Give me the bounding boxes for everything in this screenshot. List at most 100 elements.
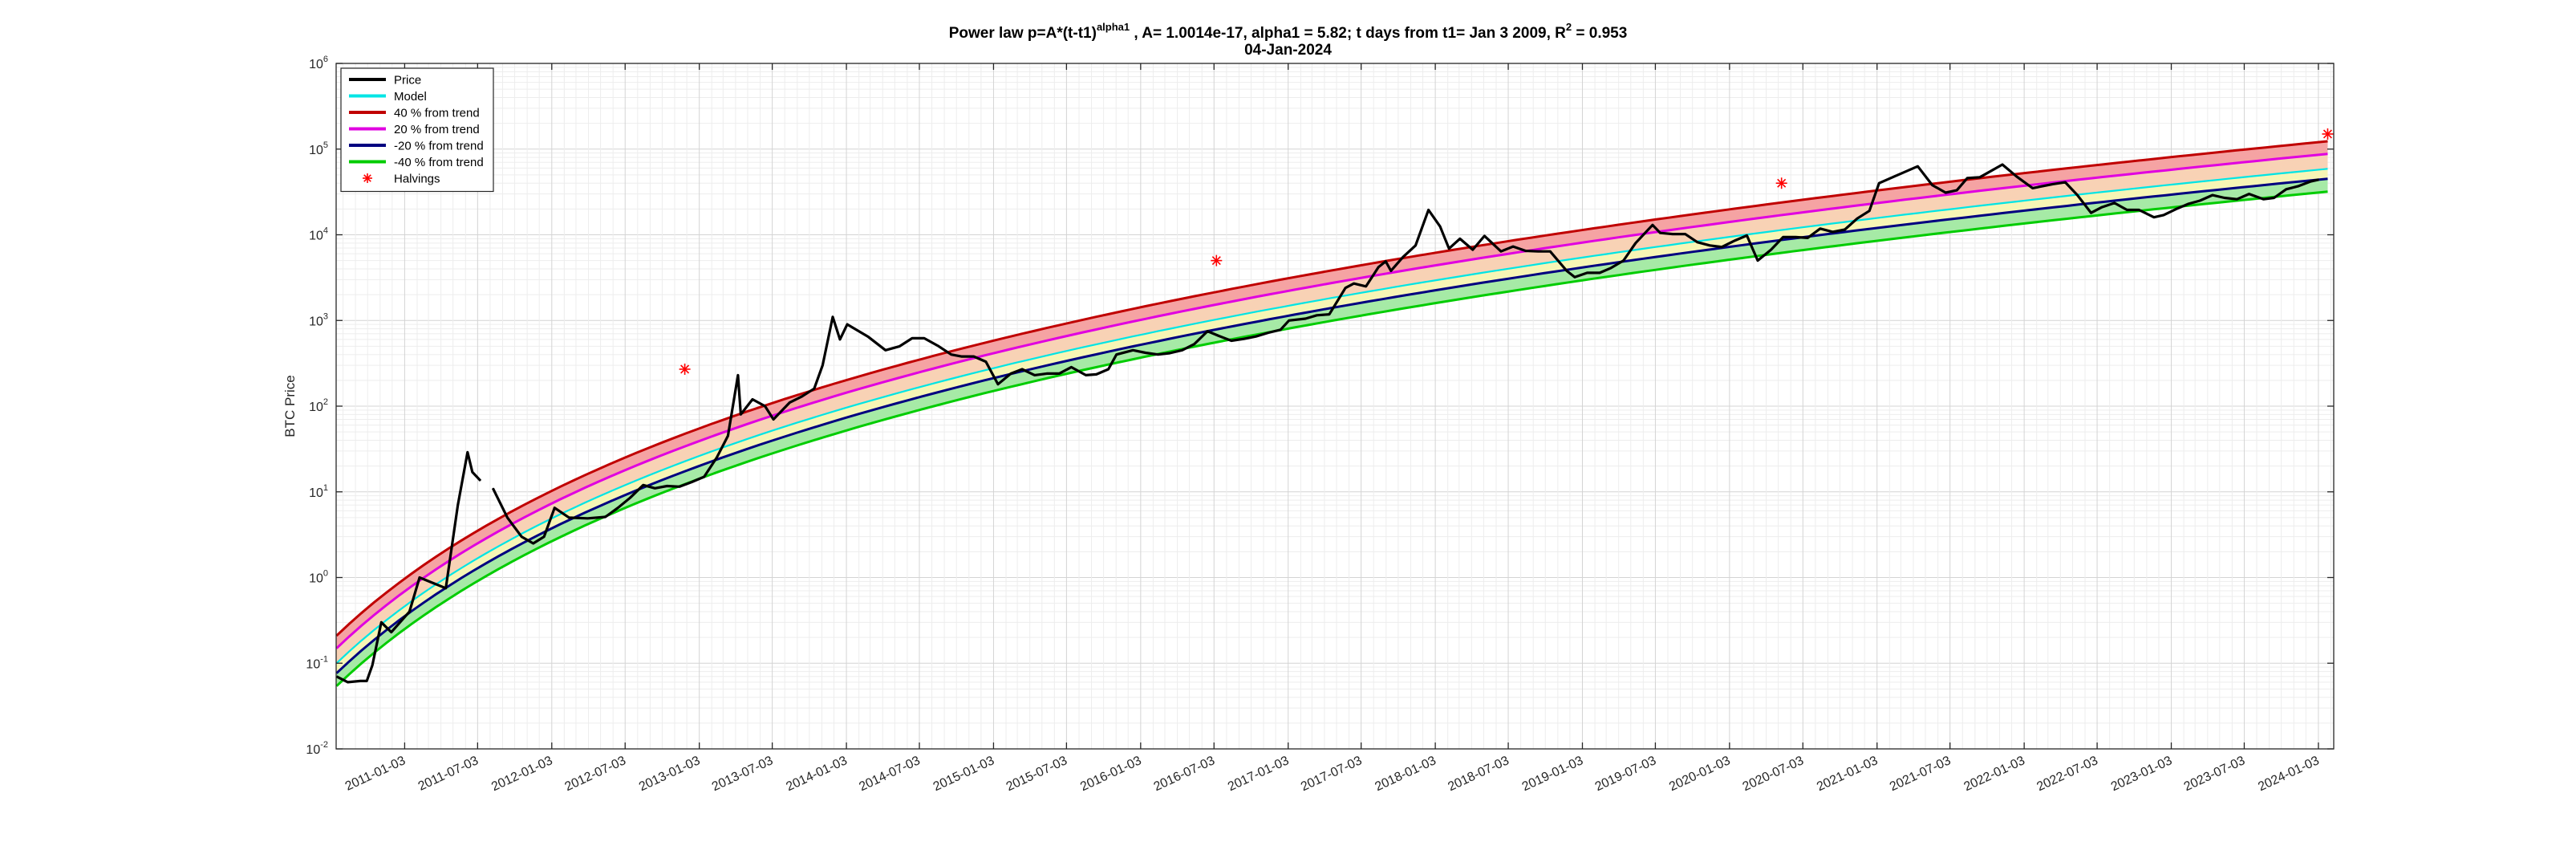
halving-marker bbox=[1775, 177, 1787, 189]
price-point bbox=[1108, 368, 1110, 370]
price-point bbox=[1169, 352, 1170, 354]
price-point bbox=[1034, 374, 1036, 376]
y-tick-label: 103 bbox=[309, 311, 328, 328]
price-point bbox=[1096, 373, 1097, 375]
legend-entry-label: 40 % from trend bbox=[394, 107, 480, 120]
grid-lines bbox=[336, 63, 2334, 750]
price-point bbox=[1448, 248, 1450, 250]
price-point bbox=[1574, 276, 1576, 278]
price-point bbox=[740, 413, 742, 415]
price-point bbox=[773, 418, 774, 421]
price-point bbox=[2224, 197, 2225, 199]
price-point bbox=[1116, 354, 1118, 356]
price-point bbox=[2032, 187, 2034, 189]
price-point bbox=[480, 480, 481, 482]
y-tick-label: 101 bbox=[309, 483, 328, 500]
price-point bbox=[2163, 214, 2164, 216]
price-point bbox=[2138, 209, 2140, 211]
price-point bbox=[2199, 200, 2201, 201]
y-tick-label: 105 bbox=[309, 140, 328, 157]
price-point bbox=[2114, 202, 2116, 204]
price-point bbox=[1635, 242, 1637, 244]
legend-entry-label: -40 % from trend bbox=[394, 156, 484, 169]
price-point bbox=[1010, 372, 1012, 374]
series-line-model bbox=[335, 168, 2328, 665]
y-tick-label: 102 bbox=[309, 397, 328, 414]
x-tick-label: 2014-07-03 bbox=[857, 754, 922, 794]
price-point bbox=[1623, 260, 1625, 262]
price-point bbox=[2064, 181, 2066, 183]
price-point bbox=[1402, 256, 1404, 258]
legend-entry-label: Halvings bbox=[394, 173, 440, 186]
halving-marker bbox=[1211, 254, 1223, 266]
legend-entry-label: -20 % from trend bbox=[394, 140, 484, 153]
price-point bbox=[973, 356, 975, 357]
price-point bbox=[1659, 232, 1661, 234]
price-point bbox=[1537, 250, 1539, 252]
price-point bbox=[2153, 217, 2155, 218]
series-line-40-from-trend bbox=[335, 140, 2328, 637]
price-point bbox=[2052, 183, 2054, 185]
price-point bbox=[1966, 177, 1968, 179]
price-point bbox=[2318, 179, 2319, 181]
price-point bbox=[1304, 318, 1306, 319]
halving-marker bbox=[679, 363, 691, 375]
x-tick-label: 2022-01-03 bbox=[1961, 754, 2026, 794]
halving-marker bbox=[2322, 128, 2334, 140]
legend-entry-label: Price bbox=[394, 74, 421, 87]
y-axis-label: BTC Price bbox=[282, 375, 298, 437]
price-point bbox=[1512, 246, 1514, 247]
price-point bbox=[1893, 176, 1895, 177]
price-point bbox=[1132, 349, 1134, 351]
price-point bbox=[813, 388, 815, 389]
price-point bbox=[1046, 372, 1048, 374]
price-point bbox=[1145, 352, 1146, 354]
price-point bbox=[1377, 266, 1379, 268]
price-point bbox=[586, 518, 589, 519]
price-point bbox=[1428, 209, 1430, 211]
price-point bbox=[1856, 218, 1858, 219]
price-point bbox=[899, 345, 900, 347]
chart-title-r-squared-superscript: 2 bbox=[1565, 21, 1572, 33]
price-point bbox=[1878, 182, 1880, 184]
x-tick-label: 2023-01-03 bbox=[2109, 754, 2174, 794]
price-point bbox=[789, 402, 790, 404]
price-point bbox=[2076, 194, 2079, 196]
chart-title-parameters: , A= 1.0014e-17, alpha1 = 5.82; t days f… bbox=[1130, 25, 1566, 42]
chart-title-superscript: alpha1 bbox=[1096, 21, 1130, 33]
x-tick-label: 2017-07-03 bbox=[1299, 754, 1364, 794]
price-point bbox=[839, 339, 841, 340]
x-tick-label: 2018-07-03 bbox=[1446, 754, 1511, 794]
price-point bbox=[467, 451, 469, 454]
price-point bbox=[1182, 349, 1183, 351]
x-tick-label: 2019-07-03 bbox=[1593, 754, 1658, 794]
price-point bbox=[554, 507, 555, 509]
x-tick-label: 2021-01-03 bbox=[1815, 754, 1880, 794]
y-tick-label: 106 bbox=[309, 55, 328, 71]
price-point bbox=[419, 576, 420, 579]
price-point bbox=[472, 471, 473, 473]
price-series-segment bbox=[491, 163, 2319, 545]
x-tick-label: 2013-07-03 bbox=[710, 754, 775, 794]
price-point bbox=[408, 611, 410, 612]
price-point bbox=[1207, 331, 1208, 332]
x-tick-label: 2016-07-03 bbox=[1152, 754, 1217, 794]
price-point bbox=[679, 486, 680, 487]
price-point bbox=[1390, 270, 1392, 271]
x-tick-label: 2020-07-03 bbox=[1741, 754, 1806, 794]
price-point bbox=[1243, 338, 1245, 340]
price-point bbox=[1365, 286, 1367, 287]
x-tick-label: 2013-01-03 bbox=[637, 754, 702, 794]
price-point bbox=[867, 336, 869, 337]
price-point bbox=[1280, 329, 1281, 331]
price-point bbox=[1385, 261, 1386, 262]
price-point bbox=[1353, 283, 1355, 284]
series-line-20-from-trend bbox=[335, 153, 2328, 649]
price-point bbox=[846, 323, 848, 325]
price-point bbox=[1844, 229, 1846, 230]
price-point bbox=[2298, 185, 2299, 187]
y-tick-label: 104 bbox=[309, 226, 328, 243]
price-point bbox=[1586, 272, 1588, 274]
price-point bbox=[1483, 235, 1485, 237]
price-point bbox=[1085, 374, 1087, 376]
